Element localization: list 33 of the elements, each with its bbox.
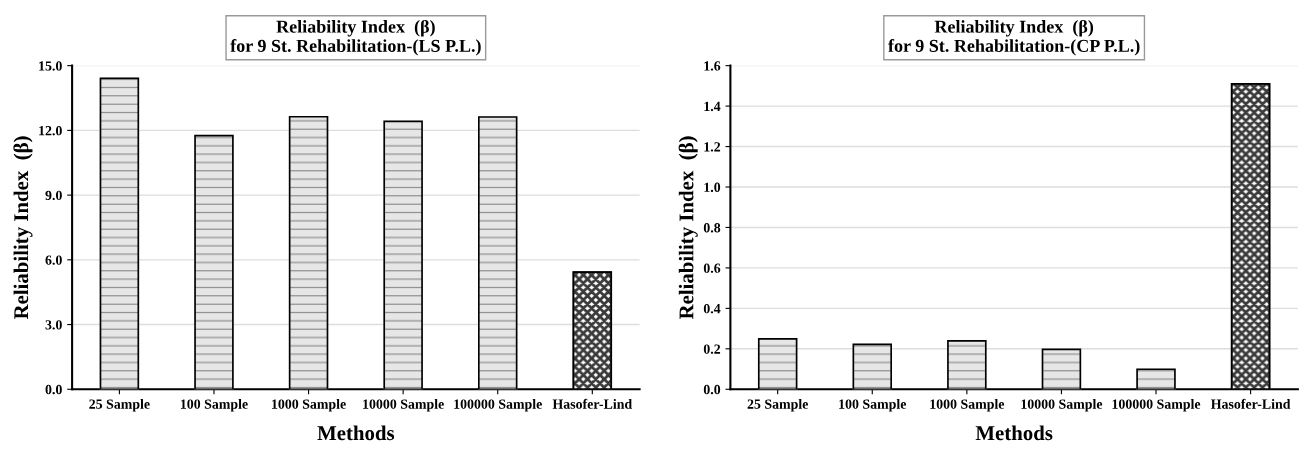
y-tick-label: 1.0	[704, 182, 721, 193]
chart-title: Reliability Index (β) for 9 St. Rehabilitation-(LS P.L.)	[230, 19, 481, 56]
y-tick-label: 9.0	[45, 190, 62, 201]
x-tick-label: Hasofer-Lind	[1210, 398, 1291, 409]
y-tick-label: 0.0	[703, 384, 721, 395]
x-tick-label: 100 Sample	[839, 398, 907, 412]
y-axis-title: Reliability Index (β)	[13, 136, 33, 320]
y-tick-label: 0.2	[703, 344, 721, 354]
x-tick-label: 1000 Sample	[272, 398, 346, 412]
x-axis-title: Methods	[975, 425, 1053, 441]
x-tick-label: 100 Sample	[180, 398, 248, 412]
x-tick-label: Hasofer-Lind	[552, 398, 633, 409]
chart-title: Reliability Index (β) for 9 St. Rehabilitation-(CP P.L.)	[888, 19, 1140, 56]
y-tick-label: 15.0	[39, 61, 62, 71]
y-tick-label: 0.6	[703, 263, 721, 273]
x-tick-label: 25 Sample	[89, 398, 150, 412]
x-tick-label: 100000 Sample	[1112, 398, 1201, 412]
y-axis-title: Reliability Index (β)	[678, 136, 698, 320]
y-tick-label: 1.6	[704, 61, 721, 71]
y-tick-label: 3.0	[45, 320, 62, 330]
y-tick-label: 1.2	[704, 142, 721, 152]
x-tick-label: 100000 Sample	[454, 398, 542, 412]
y-tick-label: 0.4	[703, 303, 721, 314]
y-tick-label: 0.0	[45, 384, 62, 395]
x-tick-label: 25 Sample	[747, 398, 808, 412]
x-tick-label: 10000 Sample	[363, 398, 444, 412]
x-tick-label: 10000 Sample	[1021, 398, 1103, 412]
y-tick-label: 6.0	[45, 255, 62, 265]
y-tick-label: 0.8	[703, 223, 721, 233]
y-tick-label: 12.0	[39, 125, 62, 136]
x-axis-title: Methods	[317, 425, 395, 441]
y-tick-label: 1.4	[704, 101, 721, 112]
x-tick-label: 1000 Sample	[930, 398, 1005, 412]
